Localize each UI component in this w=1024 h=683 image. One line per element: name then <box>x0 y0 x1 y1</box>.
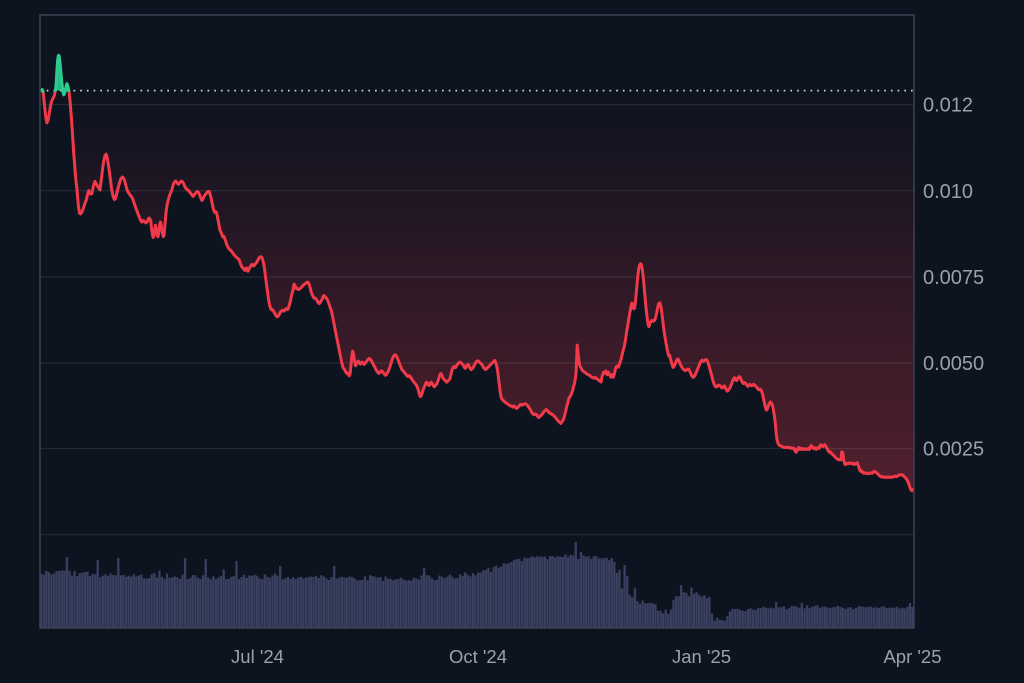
svg-text:Jul '24: Jul '24 <box>231 646 284 667</box>
svg-text:0.012: 0.012 <box>923 95 973 117</box>
svg-text:Jan '25: Jan '25 <box>672 646 731 667</box>
svg-text:Apr '25: Apr '25 <box>883 646 941 667</box>
svg-text:0.0025: 0.0025 <box>923 439 984 461</box>
svg-text:0.010: 0.010 <box>923 181 973 203</box>
svg-text:0.0050: 0.0050 <box>923 353 984 375</box>
svg-text:Oct '24: Oct '24 <box>449 646 507 667</box>
svg-text:0.0075: 0.0075 <box>923 267 984 289</box>
